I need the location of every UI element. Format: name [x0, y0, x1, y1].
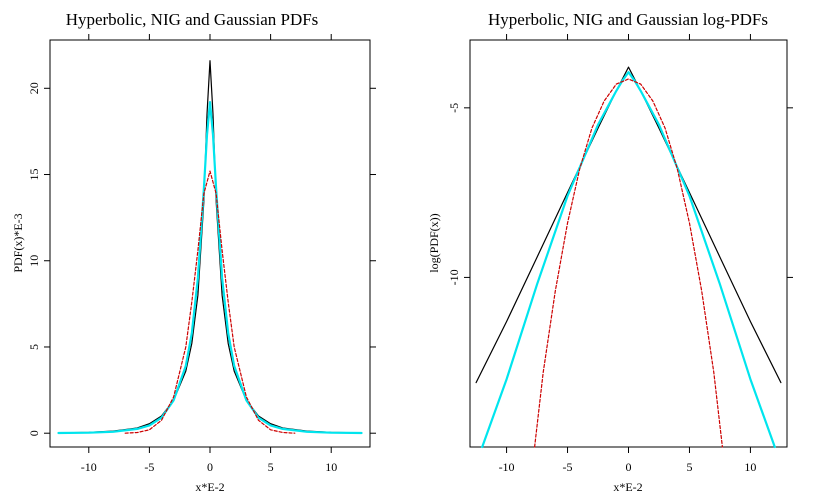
- pdf-gaussian-curve: [124, 170, 296, 434]
- pdf-y-tick-label: 0: [27, 430, 41, 436]
- pdf-y-tick-label: 20: [27, 82, 41, 94]
- log-pdf-x-axis-label: x*E-2: [613, 480, 642, 494]
- pdf-y-axis-label: PDF(x)*E-3: [11, 213, 25, 272]
- log-pdf-y-tick-label: -10: [447, 269, 461, 285]
- log-pdf-panel: Hyperbolic, NIG and Gaussian log-PDFs x*…: [427, 10, 793, 494]
- log-pdf-gaussian-curve: [533, 78, 724, 448]
- log-pdf-y-tick-label: -5: [447, 103, 461, 113]
- log-pdf-curves: [475, 66, 782, 449]
- pdf-axis-ticks: -10 -5 0 5 10 0 5 10 15 20: [27, 34, 376, 474]
- pdf-x-tick-label: 0: [207, 460, 213, 474]
- log-pdf-chart-title: Hyperbolic, NIG and Gaussian log-PDFs: [488, 10, 768, 29]
- pdf-x-tick-label: 5: [268, 460, 274, 474]
- log-pdf-x-tick-label: -5: [563, 460, 573, 474]
- pdf-x-tick-label: 10: [325, 460, 337, 474]
- log-pdf-axis-ticks: -10 -5 0 5 10 -5 -10: [447, 34, 793, 474]
- log-pdf-x-tick-label: 10: [744, 460, 756, 474]
- log-pdf-plot-frame: [469, 39, 788, 448]
- pdf-x-tick-label: -5: [144, 460, 154, 474]
- pdf-chart-title: Hyperbolic, NIG and Gaussian PDFs: [66, 10, 319, 29]
- pdf-curves: [57, 60, 363, 435]
- pdf-hyperbolic-curve: [57, 60, 363, 434]
- log-pdf-x-tick-label: 5: [686, 460, 692, 474]
- pdf-y-tick-label: 5: [27, 344, 41, 350]
- log-pdf-hyperbolic-curve: [475, 66, 782, 384]
- pdf-panel: Hyperbolic, NIG and Gaussian PDFs x*E-2 …: [11, 10, 376, 494]
- pdf-y-tick-label: 10: [27, 255, 41, 267]
- log-pdf-nig-curve: [481, 71, 776, 449]
- log-pdf-x-tick-label: -10: [499, 460, 515, 474]
- pdf-x-tick-label: -10: [81, 460, 97, 474]
- pdf-y-tick-label: 15: [27, 169, 41, 181]
- log-pdf-x-tick-label: 0: [626, 460, 632, 474]
- log-pdf-y-axis-label: log(PDF(x)): [427, 213, 441, 272]
- pdf-nig-curve: [57, 100, 363, 435]
- pdf-x-axis-label: x*E-2: [195, 480, 224, 494]
